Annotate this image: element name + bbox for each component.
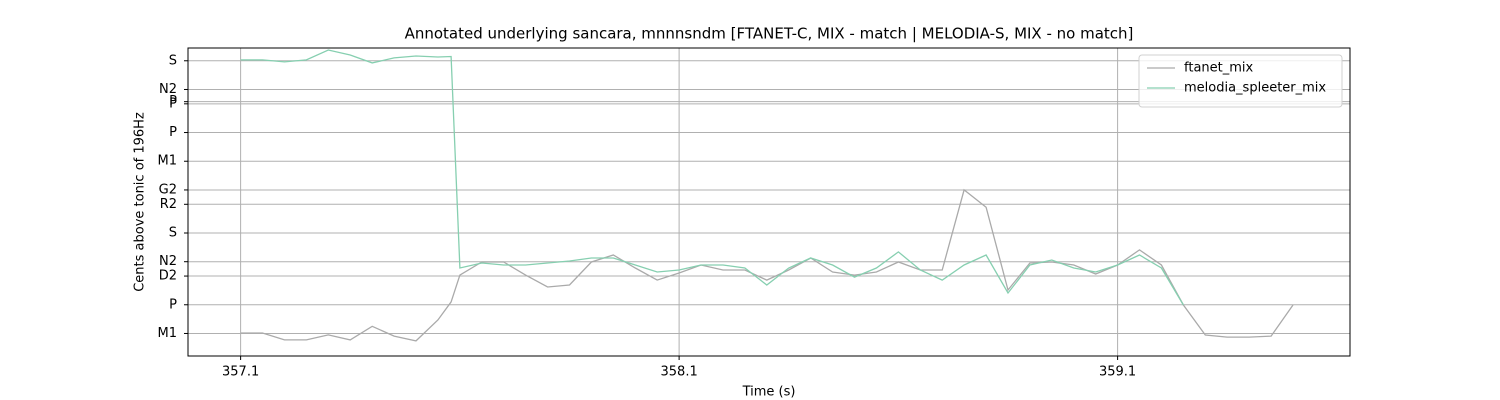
y-tick-label: M1: [158, 154, 178, 169]
chart-title: Annotated underlying sancara, mnnnsndm […: [405, 25, 1134, 43]
y-tick-label: P: [169, 94, 177, 109]
plot-frame: [187, 47, 1351, 357]
legend-box: [1138, 54, 1343, 108]
y-tick-label: P: [169, 96, 177, 111]
y-tick-label: P: [169, 297, 177, 312]
y-axis-label: Cents above tonic of 196Hz: [133, 112, 148, 292]
y-tick-label: S: [169, 226, 177, 241]
series-line: [240, 49, 1184, 306]
y-tick-label: M1: [158, 326, 178, 341]
y-tick-label: D2: [159, 269, 177, 284]
y-tick-label: R2: [160, 197, 177, 212]
y-tick-label: N2: [159, 82, 177, 97]
legend-label: melodia_spleeter_mix: [1184, 81, 1326, 96]
x-tick-label: 359.1: [1099, 365, 1136, 380]
x-axis-label: Time (s): [742, 385, 796, 400]
y-tick-label: G2: [159, 182, 177, 197]
x-tick-label: 357.1: [222, 365, 259, 380]
y-tick-label: P: [169, 125, 177, 140]
y-tick-label: N2: [159, 254, 177, 269]
legend-label: ftanet_mix: [1184, 61, 1254, 76]
y-tick-label: S: [169, 53, 177, 68]
x-tick-label: 358.1: [661, 365, 698, 380]
